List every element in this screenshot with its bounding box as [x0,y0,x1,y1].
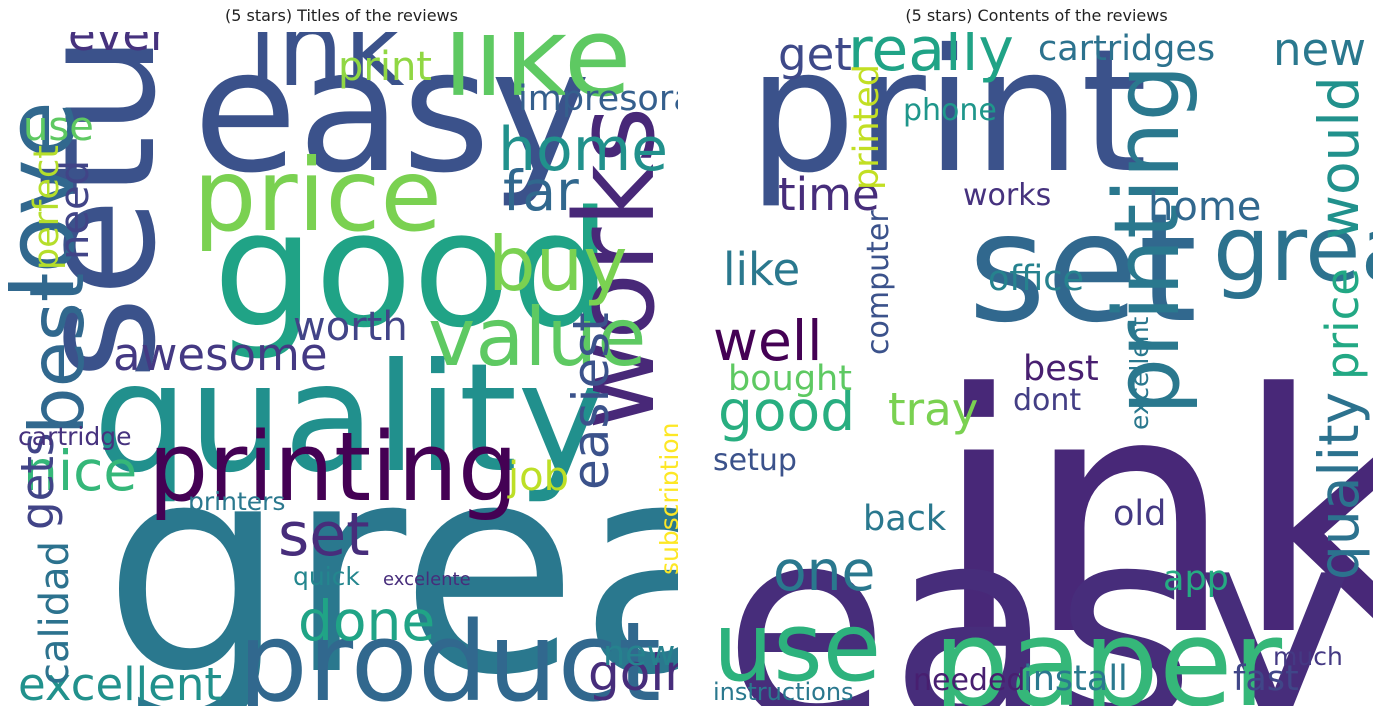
cloud-word: great [1213,197,1373,302]
cloud-word: ink [248,32,405,110]
cloud-word: product [238,598,661,706]
cloud-word: best [1023,349,1099,389]
cloud-word: quick [293,562,360,591]
cloud-word: love [8,101,96,300]
cloud-word: ever [68,32,169,61]
cloud-word: home [1148,184,1261,230]
cloud-word: much [1273,642,1343,671]
cloud-word: good [213,176,612,363]
cloud-word: subscription [655,423,678,576]
cloud-word: really [848,32,1014,85]
cloud-word: price [193,137,442,254]
cloud-word: done [298,589,435,653]
cloud-word: phone [903,93,997,128]
cloud-word: quality [1307,392,1371,580]
cloud-word: print [748,32,1147,211]
cloud-word: office [988,259,1084,299]
cloud-word: cartridge [18,422,132,451]
cloud-word: fast [1233,659,1299,699]
cloud-word: one [773,539,875,603]
cloud-word: price [1316,268,1369,380]
cloud-word: like [443,32,632,121]
cloud-word: impresora [518,79,678,119]
right-panel-title: (5 stars) Contents of the reviews [905,6,1168,25]
left-panel: (5 stars) Titles of the reviews great goo… [0,0,683,712]
cloud-word: quality [93,332,606,506]
cloud-word: printed [847,64,887,190]
cloud-word: gets [11,433,64,530]
cloud-word: easiest [562,312,620,490]
cloud-word: well [713,309,822,373]
cloud-word: use [23,104,94,150]
cloud-word: set [278,500,370,570]
cloud-word: printing [148,413,518,523]
cloud-word: easy [193,32,591,211]
cloud-word: paper [933,595,1283,706]
cloud-word: need [52,160,98,260]
cloud-word: set [968,182,1197,356]
cloud-word: buy [488,220,628,308]
cloud-word: setup [8,32,191,380]
cloud-word: new [1273,32,1366,76]
cloud-word: tray [888,383,978,436]
cloud-word: best [13,273,101,435]
cloud-word: excellent [18,658,222,706]
cloud-word: get [778,32,852,81]
cloud-word: setup [713,443,797,478]
cloud-word: calidad [32,541,78,685]
cloud-word: install [1023,659,1128,699]
cloud-word: nice [23,439,137,503]
cloud-word: far [503,159,579,223]
cloud-word: use [713,593,881,703]
cloud-word: ink [933,324,1373,706]
cloud-word: time [778,168,880,221]
cloud-word: dont [1013,383,1081,418]
cloud-word: excellent [1125,316,1154,430]
cloud-word: value [428,291,647,384]
cloud-word: worth [293,304,408,350]
cloud-word: excelente [383,569,471,590]
cloud-word: bought [728,359,852,399]
cloud-word: instructions [713,678,854,706]
cloud-word: home [498,115,668,185]
right-panel: (5 stars) Contents of the reviews ink eas… [695,0,1378,712]
cloud-word: works [963,178,1051,213]
cloud-word: print [338,44,432,90]
cloud-word: app [1163,559,1229,599]
cloud-word: printers [188,487,285,516]
cloud-word: easy [723,469,1355,706]
cloud-word: new [603,634,675,674]
cloud-word: good [718,379,855,443]
cloud-word: printing [1095,64,1200,415]
cloud-word: going [588,644,678,702]
cloud-word: great [103,402,678,706]
cloud-word: like [723,243,800,296]
cloud-word: works [551,106,678,430]
cloud-word: perfect [27,145,67,270]
cloud-word: cartridges [1038,32,1215,69]
cloud-word: old [1113,494,1166,534]
cloud-word: would [1307,76,1371,240]
cloud-word: needed [913,663,1025,698]
cloud-word: computer [861,210,896,355]
left-panel-title: (5 stars) Titles of the reviews [225,6,458,25]
cloud-word: back [863,499,947,539]
cloud-word: awesome [113,328,328,381]
cloud-word: job [507,454,569,500]
